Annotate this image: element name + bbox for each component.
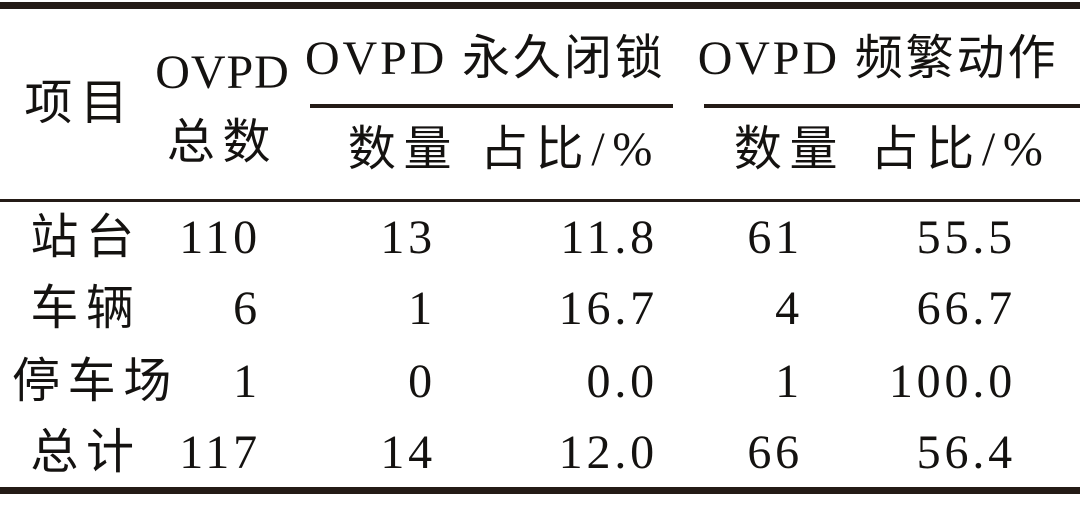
cell-perm-ratio: 12.0 bbox=[558, 425, 659, 479]
cell-freq-count: 4 bbox=[775, 282, 804, 336]
cell-total: 110 bbox=[179, 210, 261, 264]
cell-freq-count: 61 bbox=[747, 210, 804, 264]
cell-freq-ratio: 66.7 bbox=[916, 282, 1017, 336]
cell-perm-count: 0 bbox=[408, 354, 436, 408]
header-ovpd-total-stack: OVPD 总数 bbox=[155, 31, 289, 178]
cell-freq-count: 1 bbox=[775, 354, 804, 408]
table-row: 站台 110 13 11.8 61 55.5 bbox=[0, 201, 1080, 274]
header-ovpd-total-line2: 总数 bbox=[166, 115, 279, 169]
cell-perm-count: 1 bbox=[408, 282, 436, 336]
header-item: 项目 bbox=[0, 5, 160, 202]
header-frequent-ratio: 占比/% bbox=[855, 100, 1080, 202]
row-label: 站台 bbox=[30, 210, 142, 264]
row-label: 停车场 bbox=[12, 354, 180, 408]
cell-total: 1 bbox=[233, 354, 261, 408]
cell-perm-count: 13 bbox=[380, 210, 436, 264]
table-row: 车辆 6 1 16.7 4 66.7 bbox=[0, 273, 1080, 346]
cell-freq-ratio: 100.0 bbox=[888, 354, 1017, 408]
table-row: 总计 117 14 12.0 66 56.4 bbox=[0, 418, 1080, 491]
cell-perm-ratio: 0.0 bbox=[586, 354, 659, 408]
group-permanent-underline-rule bbox=[310, 104, 673, 108]
ovpd-action-statistics-table: 项目 OVPD 总数 OVPD 永久闭锁 OVPD 频繁动作 数量 占比/% 数… bbox=[0, 2, 1080, 494]
header-frequent-count: 数量 bbox=[660, 100, 856, 202]
table-header: 项目 OVPD 总数 OVPD 永久闭锁 OVPD 频繁动作 数量 占比/% 数… bbox=[0, 5, 1080, 202]
cell-freq-count: 66 bbox=[747, 425, 804, 479]
table-row: 停车场 1 0 0.0 1 100.0 bbox=[0, 346, 1080, 419]
row-label: 总计 bbox=[30, 425, 142, 479]
cell-freq-ratio: 56.4 bbox=[916, 425, 1017, 479]
header-permanent-count: 数量 bbox=[285, 100, 480, 202]
cell-freq-ratio: 55.5 bbox=[916, 210, 1017, 264]
group-frequent-underline-rule bbox=[704, 104, 1080, 108]
header-group-permanent-lockout: OVPD 永久闭锁 bbox=[305, 31, 666, 85]
header-permanent-ratio: 占比/% bbox=[480, 100, 661, 202]
header-group-frequent-action: OVPD 频繁动作 bbox=[697, 31, 1059, 85]
header-ovpd-total: OVPD 总数 bbox=[155, 5, 289, 202]
cell-perm-ratio: 16.7 bbox=[558, 282, 659, 336]
cell-perm-ratio: 11.8 bbox=[560, 210, 659, 264]
cell-perm-count: 14 bbox=[380, 425, 436, 479]
cell-total: 117 bbox=[179, 425, 261, 479]
header-ovpd-total-line1: OVPD bbox=[155, 45, 290, 99]
row-label: 车辆 bbox=[30, 282, 142, 336]
table-body: 站台 110 13 11.8 61 55.5 车辆 6 1 16.7 4 66.… bbox=[0, 201, 1080, 491]
cell-total: 6 bbox=[233, 282, 261, 336]
